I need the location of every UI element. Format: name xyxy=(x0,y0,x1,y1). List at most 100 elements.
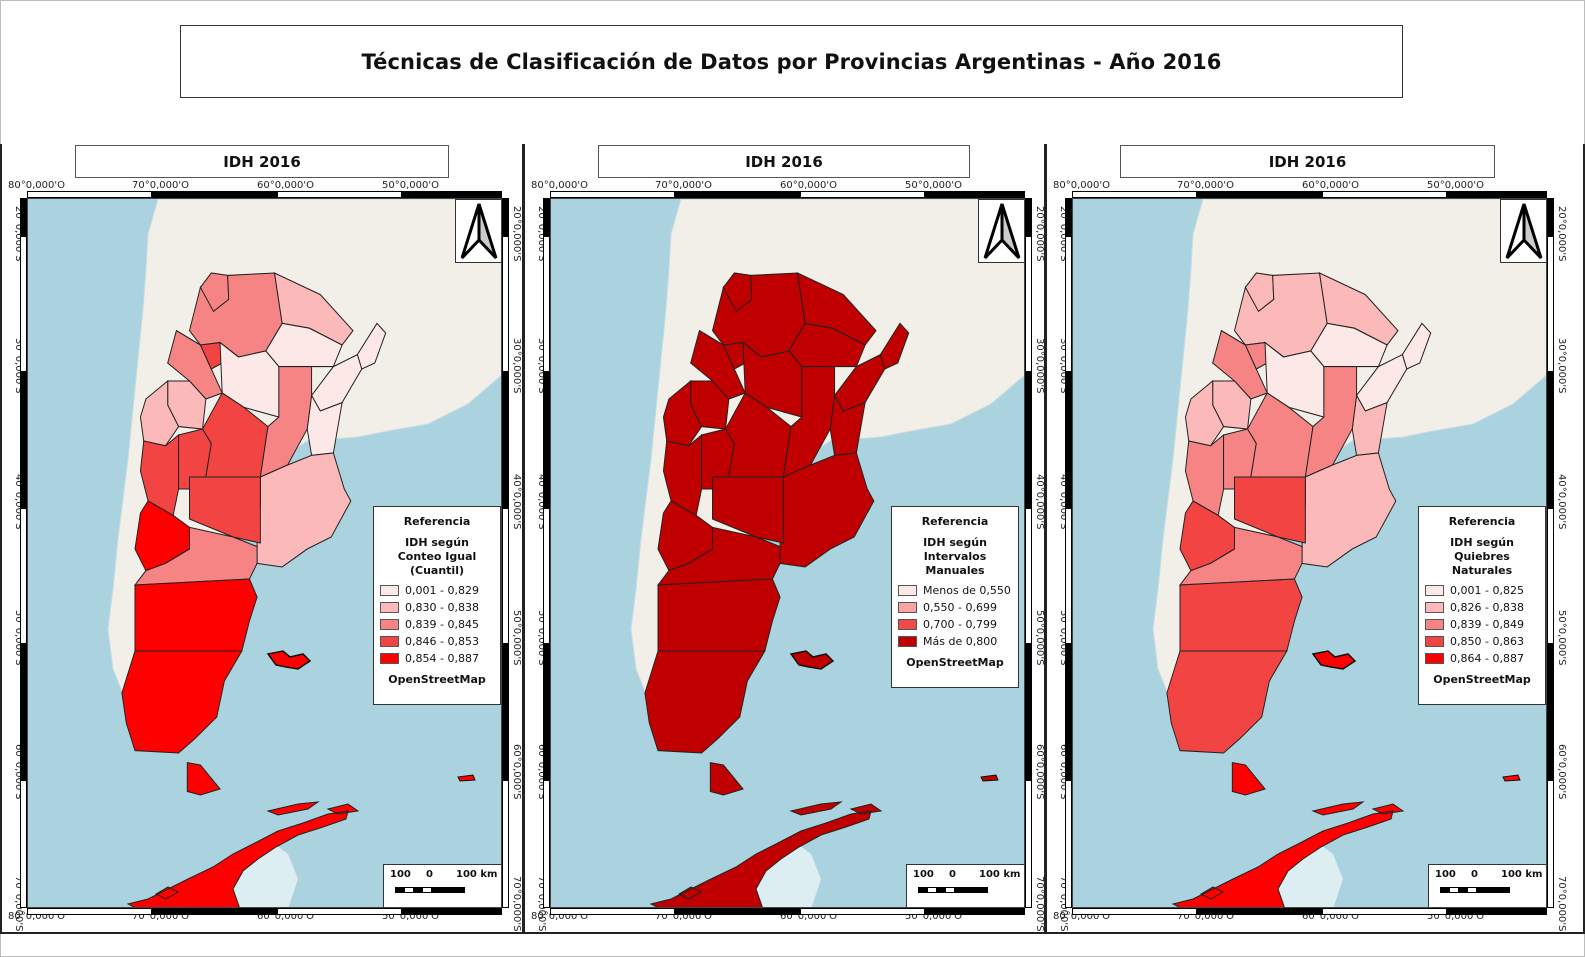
latitude-label-right: 20°0,000'S xyxy=(1034,206,1045,262)
legend-subtitle: IDH según xyxy=(405,536,469,549)
longitude-label-bottom: 50°0,000'O xyxy=(905,911,962,922)
graticule-bar-right xyxy=(1025,198,1032,908)
graticule-bar-bottom xyxy=(1072,908,1547,915)
legend-swatch xyxy=(380,602,399,613)
graticule-bar-top xyxy=(27,191,502,198)
graticule-bar-right xyxy=(1547,198,1554,908)
latitude-label-right: 70°0,000'S xyxy=(511,876,522,932)
panel-title-box: IDH 2016 xyxy=(75,145,449,178)
legend-label: 0,001 - 0,829 xyxy=(405,584,479,597)
province-polygon xyxy=(712,476,784,544)
graticule-bar-top xyxy=(550,191,1025,198)
legend-label: 0,846 - 0,853 xyxy=(405,635,479,648)
legend-subtitle: Intervalos Manuales xyxy=(923,550,987,577)
legend-label: 0,850 - 0,863 xyxy=(1450,635,1524,648)
latitude-label-right: 50°0,000'S xyxy=(511,610,522,666)
longitude-label-top: 70°0,000'O xyxy=(132,180,189,191)
longitude-label-top: 60°0,000'O xyxy=(1302,180,1359,191)
longitude-label-top: 50°0,000'O xyxy=(1427,180,1484,191)
legend: Referencia IDH según Conteo Igual (Cuantil… xyxy=(373,506,501,705)
province-polygon xyxy=(1184,433,1225,517)
legend-item: 0,001 - 0,825 xyxy=(1425,582,1539,599)
panel-title: IDH 2016 xyxy=(223,152,301,171)
longitude-label-bottom: 80°0,000'O xyxy=(531,911,588,922)
legend-label: 0,839 - 0,849 xyxy=(1450,618,1524,631)
longitude-label-top: 50°0,000'O xyxy=(382,180,439,191)
antarctica-polygon xyxy=(649,801,883,907)
legend-item: 0,854 - 0,887 xyxy=(380,650,494,667)
legend-item: 0,700 - 0,799 xyxy=(898,616,1012,633)
latitude-label-right: 30°0,000'S xyxy=(1034,338,1045,394)
province-polygon xyxy=(644,650,766,754)
legend-label: Más de 0,800 xyxy=(923,635,998,648)
graticule-bar-left xyxy=(1065,198,1072,908)
scale-label-mid: 0 xyxy=(949,869,956,880)
longitude-label-bottom: 50°0,000'O xyxy=(1427,911,1484,922)
legend-swatch xyxy=(898,585,917,596)
legend-subtitle: IDH según xyxy=(1450,536,1514,549)
legend-swatch xyxy=(380,619,399,630)
province-polygon xyxy=(1264,341,1325,418)
longitude-label-bottom: 70°0,000'O xyxy=(132,911,189,922)
legend-item: 0,864 - 0,887 xyxy=(1425,650,1539,667)
scale-bar: 100 0 100 km xyxy=(1428,864,1546,907)
province-polygon xyxy=(139,379,180,447)
legend-item: 0,850 - 0,863 xyxy=(1425,633,1539,650)
longitude-label-top: 70°0,000'O xyxy=(1177,180,1234,191)
legend-item: 0,001 - 0,829 xyxy=(380,582,494,599)
scale-label-left: 100 xyxy=(913,869,934,880)
scale-label-mid: 0 xyxy=(426,869,433,880)
antarctica-polygon xyxy=(1171,801,1405,907)
legend-item: 0,839 - 0,849 xyxy=(1425,616,1539,633)
scale-label-mid: 0 xyxy=(1471,869,1478,880)
legend-label: 0,830 - 0,838 xyxy=(405,601,479,614)
map-frame[interactable]: Referencia IDH según Quiebres Naturales 0,0… xyxy=(1072,198,1547,908)
province-polygon xyxy=(186,761,221,796)
main-title-box: Técnicas de Clasificación de Datos por P… xyxy=(180,25,1403,98)
legend-label: 0,854 - 0,887 xyxy=(405,652,479,665)
scale-bar-graphic xyxy=(1440,887,1510,893)
legend-item: 0,839 - 0,845 xyxy=(380,616,494,633)
legend-swatch xyxy=(380,653,399,664)
graticule-bar-left xyxy=(543,198,550,908)
legend-swatch xyxy=(898,602,917,613)
map-frame[interactable]: Referencia IDH según Intervalos Manuales Me… xyxy=(550,198,1025,908)
longitude-label-bottom: 70°0,000'O xyxy=(655,911,712,922)
latitude-label-right: 40°0,000'S xyxy=(511,474,522,530)
north-arrow-icon xyxy=(455,199,501,263)
longitude-label-top: 50°0,000'O xyxy=(905,180,962,191)
legend: Referencia IDH según Intervalos Manuales Me… xyxy=(891,506,1019,688)
legend-source: OpenStreetMap xyxy=(1433,673,1531,686)
scale-label-right: 100 km xyxy=(1501,869,1543,880)
panel-title-box: IDH 2016 xyxy=(598,145,970,178)
province-polygon xyxy=(662,433,703,517)
longitude-label-top: 60°0,000'O xyxy=(780,180,837,191)
province-polygon xyxy=(879,322,910,370)
choropleth-map xyxy=(107,199,501,907)
panel-title-box: IDH 2016 xyxy=(1120,145,1495,178)
latitude-label-right: 40°0,000'S xyxy=(1034,474,1045,530)
scale-bar-graphic xyxy=(918,887,988,893)
longitude-label-bottom: 60°0,000'O xyxy=(257,911,314,922)
scale-label-right: 100 km xyxy=(979,869,1021,880)
legend-item: 0,826 - 0,838 xyxy=(1425,599,1539,616)
legend-swatch xyxy=(1425,585,1444,596)
province-polygon xyxy=(742,341,803,418)
map-frame[interactable]: Referencia IDH según Conteo Igual (Cuantil… xyxy=(27,198,502,908)
latitude-label-right: 30°0,000'S xyxy=(511,338,522,394)
choropleth-map xyxy=(630,199,1024,907)
islands-polygon xyxy=(266,650,312,670)
graticule-bar-right xyxy=(502,198,509,908)
longitude-label-bottom: 70°0,000'O xyxy=(1177,911,1234,922)
scale-bar-graphic xyxy=(395,887,465,893)
longitude-label-bottom: 50°0,000'O xyxy=(382,911,439,922)
latitude-label-right: 20°0,000'S xyxy=(1556,206,1567,262)
panel-title: IDH 2016 xyxy=(1268,152,1347,171)
province-polygon xyxy=(139,433,180,517)
graticule-bar-bottom xyxy=(27,908,502,915)
graticule-bar-top xyxy=(1072,191,1547,198)
graticule-bar-bottom xyxy=(550,908,1025,915)
scale-label-right: 100 km xyxy=(456,869,498,880)
legend-subtitle: Conteo Igual (Cuantil) xyxy=(397,550,477,577)
legend-label: 0,001 - 0,825 xyxy=(1450,584,1524,597)
